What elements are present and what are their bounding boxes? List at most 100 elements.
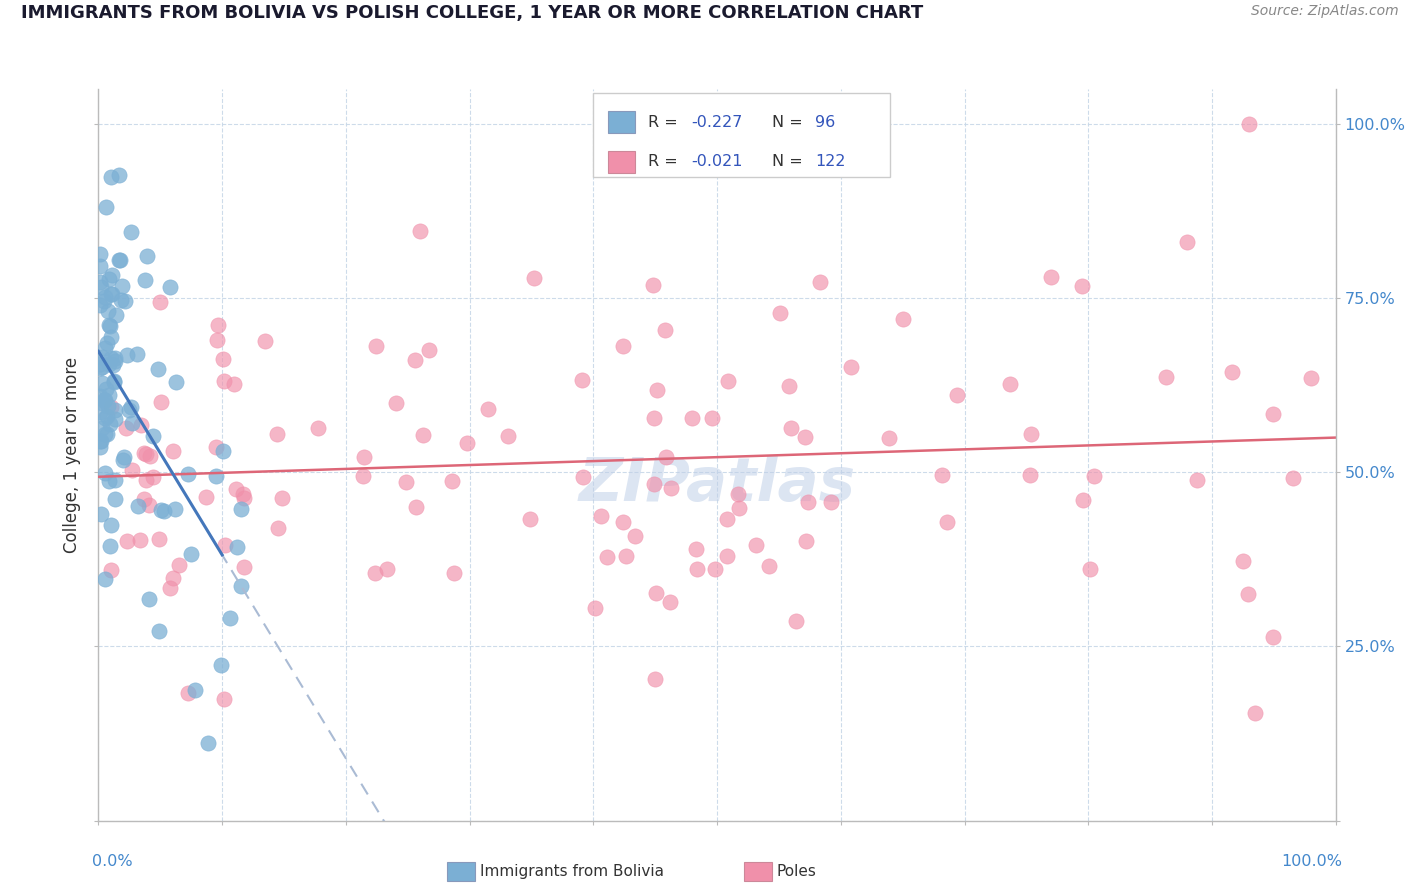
Point: [117, 533, 139, 548]
Point: [307, 421, 329, 435]
Point: [89, 361, 111, 376]
Point: [195, 490, 218, 504]
Point: [571, 470, 593, 484]
Point: [366, 339, 388, 353]
Text: Source: ZipAtlas.com: Source: ZipAtlas.com: [1251, 4, 1399, 19]
Point: [1261, 407, 1284, 421]
Point: [352, 469, 374, 483]
Point: [1070, 278, 1092, 293]
Point: [1000, 377, 1022, 392]
Point: [90, 507, 112, 521]
Bar: [593, 93, 890, 177]
Point: [94, 427, 117, 442]
Bar: [609, 151, 636, 173]
Point: [820, 495, 842, 509]
Point: [1220, 365, 1243, 379]
Point: [253, 334, 276, 348]
Point: [89, 389, 111, 403]
Point: [134, 272, 156, 286]
Point: [177, 467, 200, 481]
Point: [225, 482, 247, 496]
Point: [104, 308, 127, 322]
Point: [375, 562, 398, 576]
Point: [91, 396, 114, 410]
Point: [1237, 586, 1260, 600]
Point: [97, 357, 120, 371]
Point: [90, 376, 112, 390]
Point: [108, 253, 131, 268]
Text: IMMIGRANTS FROM BOLIVIA VS POLISH COLLEGE, 1 YEAR OR MORE CORRELATION CHART: IMMIGRANTS FROM BOLIVIA VS POLISH COLLEG…: [21, 4, 924, 22]
Point: [93, 341, 115, 355]
Point: [717, 374, 740, 388]
Point: [1019, 426, 1042, 441]
Point: [162, 444, 184, 458]
Point: [152, 504, 174, 518]
Point: [89, 404, 111, 418]
Point: [612, 338, 634, 352]
Point: [127, 499, 149, 513]
Point: [89, 246, 111, 260]
Text: -0.021: -0.021: [692, 154, 742, 169]
Text: 0.0%: 0.0%: [93, 854, 132, 869]
Point: [647, 384, 669, 398]
Point: [139, 449, 162, 463]
Point: [808, 275, 831, 289]
Point: [89, 260, 111, 274]
Text: ZIPatlas: ZIPatlas: [578, 455, 856, 514]
Point: [94, 382, 117, 396]
Point: [121, 417, 143, 431]
Point: [94, 392, 117, 407]
Point: [94, 410, 117, 425]
Point: [121, 400, 143, 414]
Point: [702, 411, 724, 425]
Point: [104, 351, 127, 365]
Point: [477, 401, 499, 416]
Bar: [744, 863, 772, 881]
Point: [412, 428, 434, 442]
Point: [1261, 631, 1284, 645]
Point: [571, 372, 593, 386]
Point: [780, 421, 803, 435]
Point: [97, 399, 120, 413]
Point: [266, 521, 288, 535]
Point: [778, 379, 800, 393]
Bar: [447, 863, 475, 881]
Point: [104, 354, 127, 368]
Point: [654, 322, 676, 336]
Point: [101, 358, 124, 372]
Point: [98, 417, 121, 431]
Point: [180, 547, 202, 561]
Point: [103, 375, 125, 389]
Point: [100, 287, 122, 301]
Point: [226, 540, 249, 554]
Point: [142, 470, 165, 484]
Point: [93, 392, 115, 407]
Point: [96, 335, 118, 350]
Point: [129, 417, 152, 432]
Point: [1156, 370, 1178, 384]
Point: [89, 434, 111, 449]
Point: [723, 117, 745, 131]
Point: [135, 473, 157, 487]
Point: [658, 595, 681, 609]
Point: [353, 450, 375, 465]
Point: [163, 502, 186, 516]
Point: [745, 538, 768, 552]
Point: [142, 428, 165, 442]
Point: [115, 421, 138, 435]
Point: [661, 481, 683, 495]
Point: [685, 541, 707, 556]
Point: [769, 306, 792, 320]
Point: [794, 534, 817, 549]
Point: [839, 360, 862, 375]
Point: [214, 691, 236, 706]
Point: [98, 272, 121, 286]
Text: N =: N =: [772, 154, 807, 169]
Point: [643, 411, 665, 425]
Point: [681, 410, 703, 425]
Point: [100, 169, 122, 184]
Point: [98, 539, 121, 553]
Point: [418, 343, 440, 357]
Point: [211, 444, 233, 458]
Point: [205, 440, 228, 454]
